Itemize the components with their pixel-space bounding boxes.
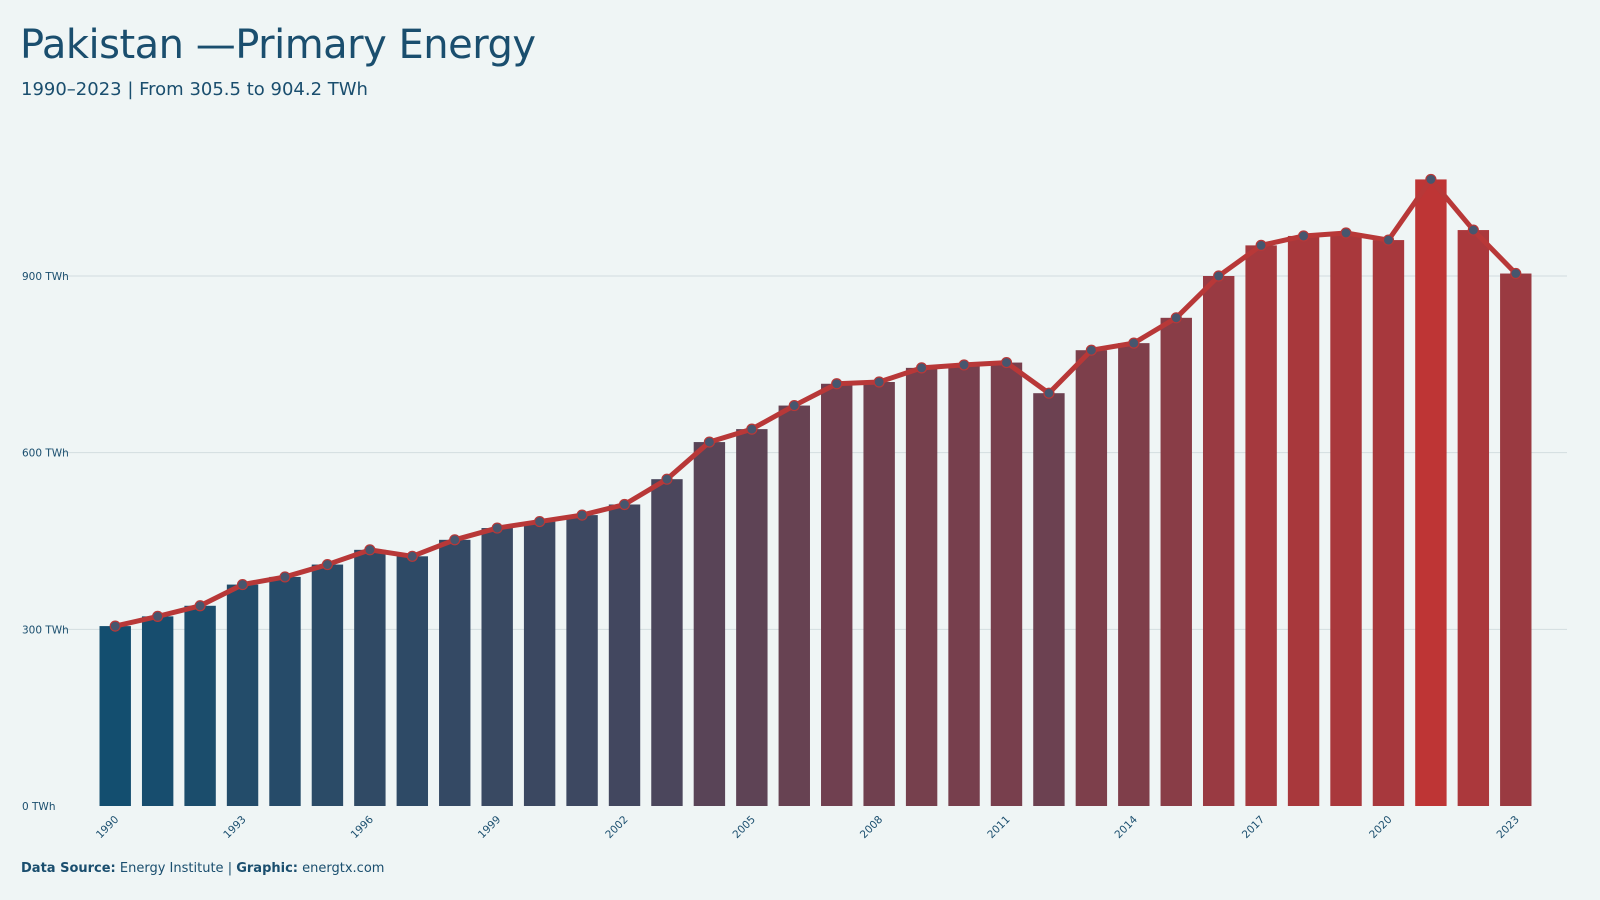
bar-2017 (1245, 245, 1277, 806)
point-1995 (321, 558, 334, 571)
bar-2006 (778, 405, 810, 806)
point-2012 (1043, 387, 1055, 399)
x-tick-label: 1999 (476, 814, 503, 841)
point-2003 (661, 473, 673, 485)
point-2001 (576, 509, 588, 521)
bar-1996 (354, 549, 386, 806)
bar-2000 (523, 521, 556, 806)
bar-2021 (1415, 179, 1447, 806)
point-1990 (109, 620, 121, 632)
graphic-value: energtx.com (302, 861, 385, 876)
point-2013 (1085, 344, 1097, 356)
x-tick-label: 2023 (1495, 814, 1522, 841)
point-2000 (534, 515, 546, 528)
x-tick-label: 2008 (858, 814, 885, 841)
footer-credits: Data Source: Energy Institute | Graphic:… (21, 861, 384, 876)
point-1998 (449, 534, 461, 546)
point-2009 (916, 362, 928, 374)
point-2011 (1000, 356, 1013, 369)
y-tick-label: 900 TWh (22, 271, 69, 283)
bar-1993 (226, 584, 259, 806)
point-2006 (788, 399, 800, 412)
point-2019 (1340, 227, 1352, 239)
bar-2007 (821, 383, 853, 806)
bar-2009 (905, 367, 938, 806)
point-1993 (236, 578, 249, 591)
point-2010 (958, 359, 970, 371)
x-tick-label: 2014 (1113, 813, 1141, 841)
chart-title: Pakistan —Primary Energy (20, 22, 536, 68)
bar-2010 (948, 364, 980, 806)
bar-2002 (608, 504, 641, 806)
bar-2014 (1118, 343, 1150, 806)
bar-2003 (651, 479, 683, 806)
point-2023 (1510, 267, 1522, 280)
point-1997 (406, 550, 418, 562)
source-label: Data Source: (21, 861, 116, 876)
x-tick-label: 1993 (221, 814, 248, 841)
bar-1998 (439, 539, 471, 806)
point-2022 (1467, 224, 1479, 236)
bar-2008 (863, 382, 895, 806)
bar-1994 (269, 576, 301, 806)
bar-2012 (1033, 393, 1065, 806)
point-2017 (1255, 239, 1267, 251)
bar-2022 (1457, 230, 1490, 807)
x-tick-label: 2020 (1367, 814, 1394, 841)
bar-2019 (1330, 233, 1362, 806)
bar-2016 (1202, 276, 1235, 806)
bar-2013 (1075, 350, 1108, 806)
point-1996 (364, 544, 376, 556)
point-2008 (873, 376, 885, 388)
x-tick-label: 2017 (1240, 814, 1267, 841)
point-2014 (1128, 337, 1140, 349)
x-tick-label: 2002 (603, 814, 630, 841)
point-1994 (279, 571, 291, 583)
point-2002 (618, 498, 631, 511)
point-1991 (152, 610, 164, 622)
point-2018 (1297, 230, 1310, 242)
point-2016 (1213, 270, 1225, 282)
bar-2004 (693, 442, 726, 806)
point-2021 (1425, 173, 1437, 186)
bar-1990 (99, 626, 131, 806)
point-2007 (831, 378, 843, 390)
y-tick-label: 300 TWh (22, 624, 69, 636)
bar-1991 (141, 616, 174, 806)
graphic-label: Graphic: (236, 861, 298, 876)
bar-1999 (481, 528, 513, 806)
bar-1995 (311, 564, 344, 806)
bar-1992 (184, 605, 216, 806)
bar-2005 (736, 429, 768, 806)
bar-2023 (1500, 273, 1532, 806)
y-tick-label: 600 TWh (22, 448, 69, 460)
point-2020 (1382, 234, 1395, 246)
point-1999 (491, 522, 503, 534)
x-tick-label: 2011 (985, 814, 1012, 841)
footer-separator: | (227, 861, 233, 876)
bar-2001 (566, 515, 598, 806)
chart-subtitle: 1990–2023 | From 305.5 to 904.2 TWh (21, 79, 368, 100)
point-2015 (1170, 312, 1182, 324)
bar-2011 (990, 362, 1023, 806)
point-2005 (746, 423, 758, 435)
x-tick-label: 1990 (94, 814, 121, 841)
source-value: Energy Institute (119, 861, 224, 876)
bar-2020 (1372, 240, 1405, 807)
point-1992 (194, 600, 206, 612)
bar-2015 (1160, 317, 1192, 806)
trend-line (112, 176, 1519, 629)
y-tick-label: 0 TWh (22, 801, 55, 813)
x-tick-label: 1996 (349, 813, 377, 841)
point-2004 (703, 436, 715, 448)
bar-1997 (396, 556, 429, 806)
x-tick-label: 2005 (731, 814, 758, 841)
bar-2018 (1287, 235, 1320, 806)
